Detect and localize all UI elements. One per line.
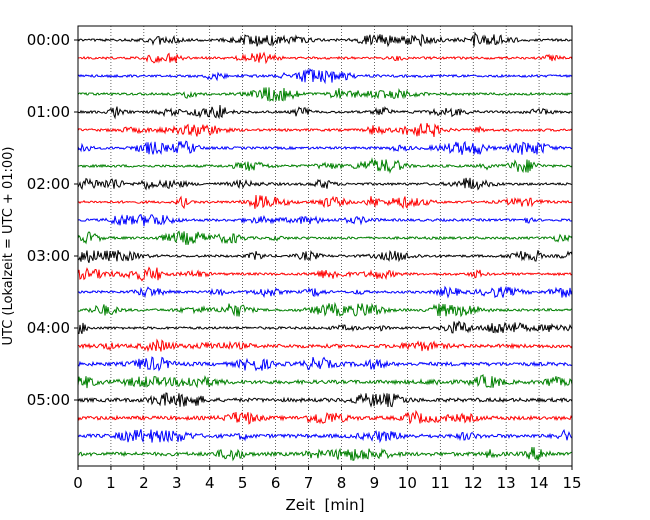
trace-row-17 <box>77 338 573 353</box>
y-tick-label-4: 04:00 <box>27 319 70 337</box>
vertical-grid <box>110 26 540 466</box>
trace-row-0 <box>77 31 573 48</box>
x-axis-label: Zeit [min] <box>285 496 364 514</box>
seismic-traces <box>77 31 573 462</box>
x-tick-label-9: 9 <box>370 474 380 492</box>
trace-row-20 <box>77 392 573 408</box>
x-tick-label-11: 11 <box>431 474 450 492</box>
y-tick-label-5: 05:00 <box>27 391 70 409</box>
trace-row-8 <box>77 177 573 191</box>
x-tick-label-4: 4 <box>205 474 215 492</box>
trace-row-11 <box>77 230 573 246</box>
x-axis: 0 1 2 3 4 5 6 7 8 9 10 11 12 13 14 15 <box>73 466 582 492</box>
x-tick-label-7: 7 <box>304 474 314 492</box>
y-tick-label-3: 03:00 <box>27 247 70 265</box>
trace-row-19 <box>77 374 573 389</box>
trace-row-22 <box>77 428 573 444</box>
x-tick-label-14: 14 <box>530 474 549 492</box>
y-tick-label-1: 01:00 <box>27 103 70 121</box>
y-axis-label: UTC (Lokalzeit = UTC + 01:00) <box>1 147 16 346</box>
x-tick-label-6: 6 <box>271 474 281 492</box>
x-tick-label-12: 12 <box>464 474 483 492</box>
x-tick-label-0: 0 <box>73 474 83 492</box>
y-tick-label-0: 00:00 <box>27 31 70 49</box>
x-tick-label-2: 2 <box>139 474 149 492</box>
trace-row-21 <box>77 409 573 425</box>
trace-row-5 <box>77 122 573 137</box>
x-tick-label-8: 8 <box>337 474 347 492</box>
trace-row-18 <box>77 356 573 372</box>
plot-frame <box>77 25 573 467</box>
trace-row-15 <box>77 301 573 318</box>
trace-row-10 <box>77 214 573 227</box>
trace-row-23 <box>77 447 573 462</box>
y-axis: 00:00 01:00 02:00 03:00 04:00 05:00 <box>27 31 78 409</box>
trace-row-2 <box>77 68 573 85</box>
trace-row-14 <box>77 285 573 299</box>
x-tick-label-15: 15 <box>562 474 581 492</box>
trace-row-16 <box>77 320 573 335</box>
trace-row-1 <box>77 51 573 65</box>
trace-row-12 <box>77 249 573 264</box>
x-tick-label-3: 3 <box>172 474 182 492</box>
trace-row-13 <box>77 266 573 282</box>
trace-row-3 <box>77 87 573 102</box>
x-tick-label-10: 10 <box>398 474 417 492</box>
x-tick-label-13: 13 <box>497 474 516 492</box>
trace-row-4 <box>77 104 573 120</box>
x-tick-label-5: 5 <box>238 474 248 492</box>
trace-row-6 <box>77 140 573 156</box>
y-tick-label-2: 02:00 <box>27 175 70 193</box>
x-tick-label-1: 1 <box>106 474 116 492</box>
trace-row-9 <box>77 194 573 210</box>
trace-row-7 <box>77 157 573 174</box>
